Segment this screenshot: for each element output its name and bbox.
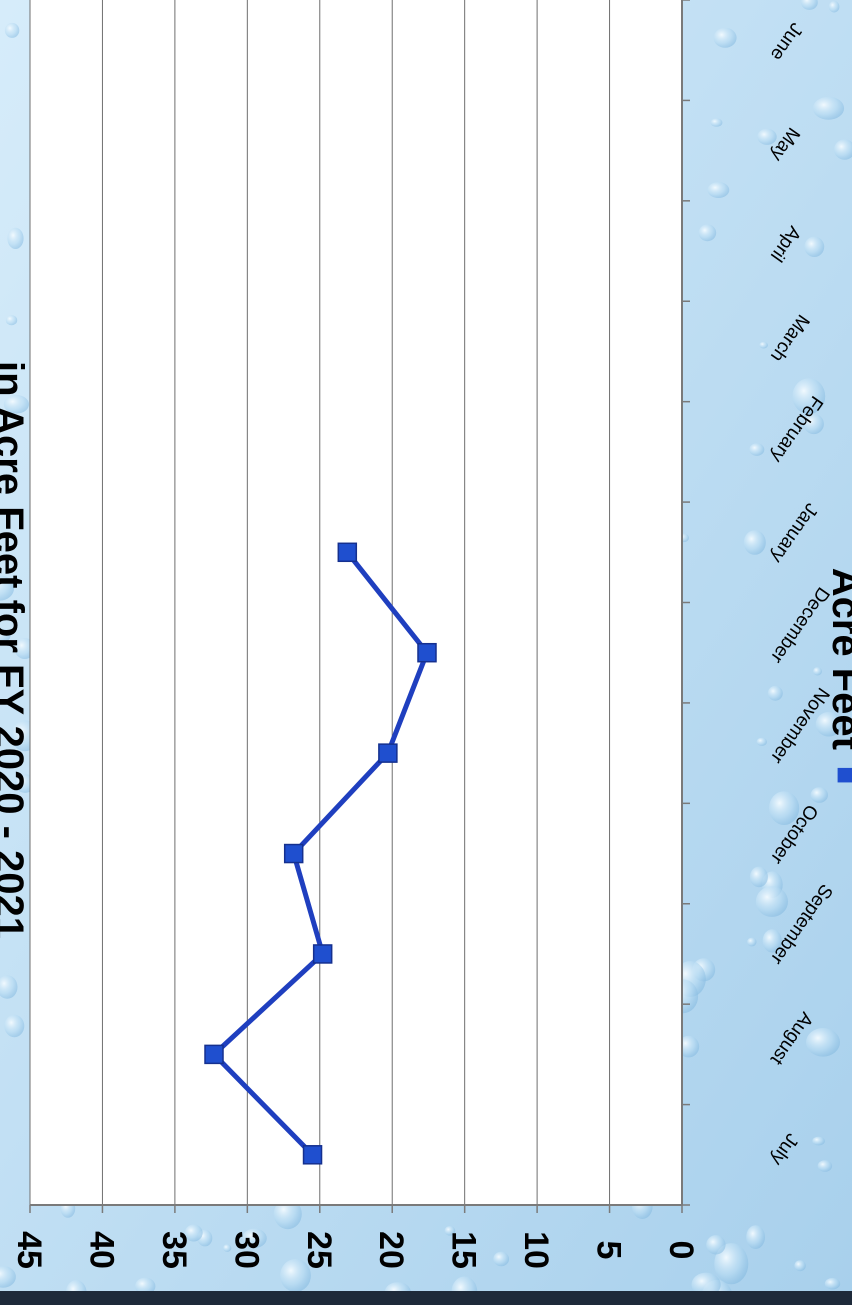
droplet — [749, 866, 768, 888]
droplet — [4, 1014, 25, 1038]
droplet — [755, 886, 789, 917]
droplet — [817, 1160, 833, 1172]
droplet — [710, 118, 723, 127]
droplet — [803, 413, 824, 435]
value-tick-label: 45 — [10, 1231, 48, 1269]
value-tick-label: 0 — [662, 1241, 700, 1260]
droplet — [762, 929, 782, 953]
droplet — [493, 1251, 510, 1267]
droplet — [767, 685, 783, 701]
droplet — [223, 1244, 232, 1252]
value-tick-label: 5 — [590, 1241, 628, 1260]
droplet — [691, 1272, 721, 1297]
droplet — [824, 1278, 841, 1290]
legend-marker: ■ — [829, 766, 852, 784]
droplet — [678, 1035, 700, 1058]
droplet — [746, 1225, 765, 1249]
droplet — [806, 1028, 840, 1057]
droplet — [747, 937, 757, 947]
droplet — [0, 575, 15, 601]
data-point — [312, 944, 333, 964]
droplet — [792, 378, 826, 415]
droplet — [7, 227, 24, 249]
droplet — [706, 1235, 726, 1255]
droplet — [0, 1266, 16, 1288]
value-tick-label: 30 — [227, 1231, 265, 1269]
droplet — [3, 395, 29, 414]
droplet — [4, 22, 20, 38]
droplet — [698, 224, 717, 242]
data-point — [204, 1044, 224, 1065]
droplet — [713, 27, 737, 48]
droplet — [714, 1243, 749, 1285]
droplet — [794, 1260, 806, 1272]
droplet — [769, 791, 800, 825]
droplet — [280, 1259, 311, 1292]
droplet — [749, 443, 765, 456]
value-tick-label: 40 — [82, 1231, 120, 1269]
droplet — [759, 341, 768, 349]
legend: ■ Acre Feet — [824, 568, 852, 784]
droplet — [757, 128, 777, 145]
droplet — [813, 667, 822, 676]
droplet — [0, 628, 11, 644]
droplet — [834, 139, 852, 160]
data-point — [337, 542, 358, 563]
data-point — [283, 843, 304, 864]
gridlines — [29, 0, 611, 1205]
droplet — [743, 530, 766, 555]
droplet — [812, 96, 845, 120]
droplet — [801, 0, 818, 10]
plot-area — [30, 0, 682, 1205]
droplet — [756, 737, 767, 746]
droplet — [707, 182, 730, 198]
value-tick-label: 10 — [517, 1231, 555, 1269]
bottom-bar — [0, 1291, 852, 1305]
tick-labels: 0 5 10 15 20 25 30 35 40 45 — [10, 1231, 700, 1269]
data-point — [302, 1145, 323, 1165]
droplet — [804, 236, 825, 257]
value-tick-label: 35 — [155, 1231, 193, 1269]
droplet — [444, 1226, 456, 1236]
series-acre-feet — [204, 542, 437, 1165]
droplet — [810, 787, 828, 803]
droplet — [0, 975, 18, 999]
value-tick-label: 25 — [300, 1231, 338, 1269]
data-point — [378, 743, 398, 763]
value-tick-label: 15 — [445, 1231, 483, 1269]
value-tick-label: 20 — [372, 1231, 410, 1269]
chart-title: in Acre Feet for FY 2020 - 2021 — [0, 361, 31, 939]
data-point — [417, 642, 437, 663]
chart-title-group: in Acre Feet for FY 2020 - 2021 — [0, 361, 31, 939]
droplet — [135, 1277, 156, 1295]
droplet — [184, 1224, 203, 1242]
droplet — [5, 315, 18, 326]
droplet — [242, 1228, 267, 1249]
axes — [29, 0, 690, 1213]
droplet — [828, 0, 840, 13]
droplet — [815, 711, 842, 737]
droplet — [812, 1136, 825, 1146]
droplet — [273, 1198, 302, 1230]
legend-label: Acre Feet — [824, 568, 852, 750]
